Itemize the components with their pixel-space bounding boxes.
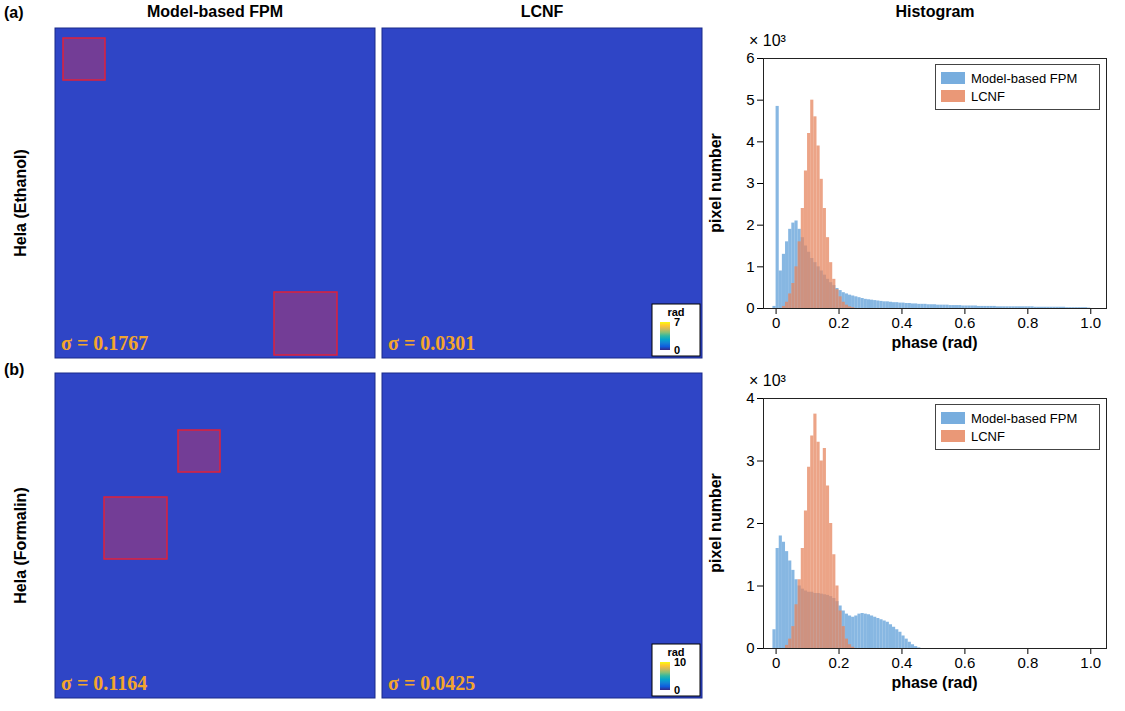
- svg-text:rad: rad: [667, 646, 685, 658]
- svg-text:0.4: 0.4: [892, 314, 913, 331]
- svg-text:0: 0: [746, 299, 754, 316]
- svg-text:2: 2: [746, 216, 754, 233]
- svg-text:1: 1: [746, 258, 754, 275]
- svg-text:0.4: 0.4: [892, 654, 913, 671]
- svg-text:0: 0: [772, 654, 780, 671]
- svg-text:0.8: 0.8: [1017, 654, 1038, 671]
- svg-text:4: 4: [746, 389, 754, 406]
- svg-text:0: 0: [674, 344, 680, 356]
- svg-text:2: 2: [746, 514, 754, 531]
- svg-text:× 10³: × 10³: [749, 32, 787, 49]
- svg-text:4: 4: [746, 133, 754, 150]
- svg-text:0.6: 0.6: [954, 314, 975, 331]
- svg-text:0.2: 0.2: [829, 314, 850, 331]
- svg-text:0: 0: [772, 314, 780, 331]
- svg-text:0: 0: [674, 684, 680, 696]
- svg-text:pixel number: pixel number: [707, 133, 724, 233]
- svg-text:LCNF: LCNF: [971, 89, 1005, 104]
- svg-text:Model-based FPM: Model-based FPM: [971, 411, 1077, 426]
- svg-text:6: 6: [746, 49, 754, 66]
- svg-text:3: 3: [746, 174, 754, 191]
- svg-text:rad: rad: [667, 306, 685, 318]
- svg-text:σ = 0.1767: σ = 0.1767: [61, 332, 148, 354]
- svg-text:5: 5: [746, 91, 754, 108]
- svg-text:(a): (a): [4, 4, 24, 21]
- svg-text:× 10³: × 10³: [749, 372, 787, 389]
- svg-text:1.0: 1.0: [1080, 654, 1101, 671]
- svg-text:0.2: 0.2: [829, 654, 850, 671]
- svg-text:phase (rad): phase (rad): [891, 334, 977, 351]
- svg-text:3: 3: [746, 452, 754, 469]
- svg-text:1: 1: [746, 577, 754, 594]
- svg-text:1.0: 1.0: [1080, 314, 1101, 331]
- svg-text:Model-based FPM: Model-based FPM: [147, 3, 283, 20]
- svg-text:LCNF: LCNF: [971, 429, 1005, 444]
- svg-text:σ = 0.1164: σ = 0.1164: [61, 672, 147, 694]
- svg-text:0.6: 0.6: [954, 654, 975, 671]
- svg-text:Model-based FPM: Model-based FPM: [971, 71, 1077, 86]
- svg-text:LCNF: LCNF: [521, 3, 564, 20]
- svg-text:Histogram: Histogram: [895, 3, 974, 20]
- svg-text:10: 10: [674, 656, 686, 668]
- svg-text:pixel number: pixel number: [707, 473, 724, 573]
- svg-text:0.8: 0.8: [1017, 314, 1038, 331]
- svg-text:Hela (Formalin): Hela (Formalin): [12, 487, 29, 603]
- svg-text:(b): (b): [4, 361, 24, 378]
- svg-text:σ = 0.0301: σ = 0.0301: [388, 332, 475, 354]
- svg-text:7: 7: [674, 316, 680, 328]
- svg-text:0: 0: [746, 639, 754, 656]
- svg-text:σ = 0.0425: σ = 0.0425: [388, 672, 475, 694]
- svg-text:Hela (Ethanol): Hela (Ethanol): [12, 149, 29, 257]
- svg-text:phase (rad): phase (rad): [891, 674, 977, 691]
